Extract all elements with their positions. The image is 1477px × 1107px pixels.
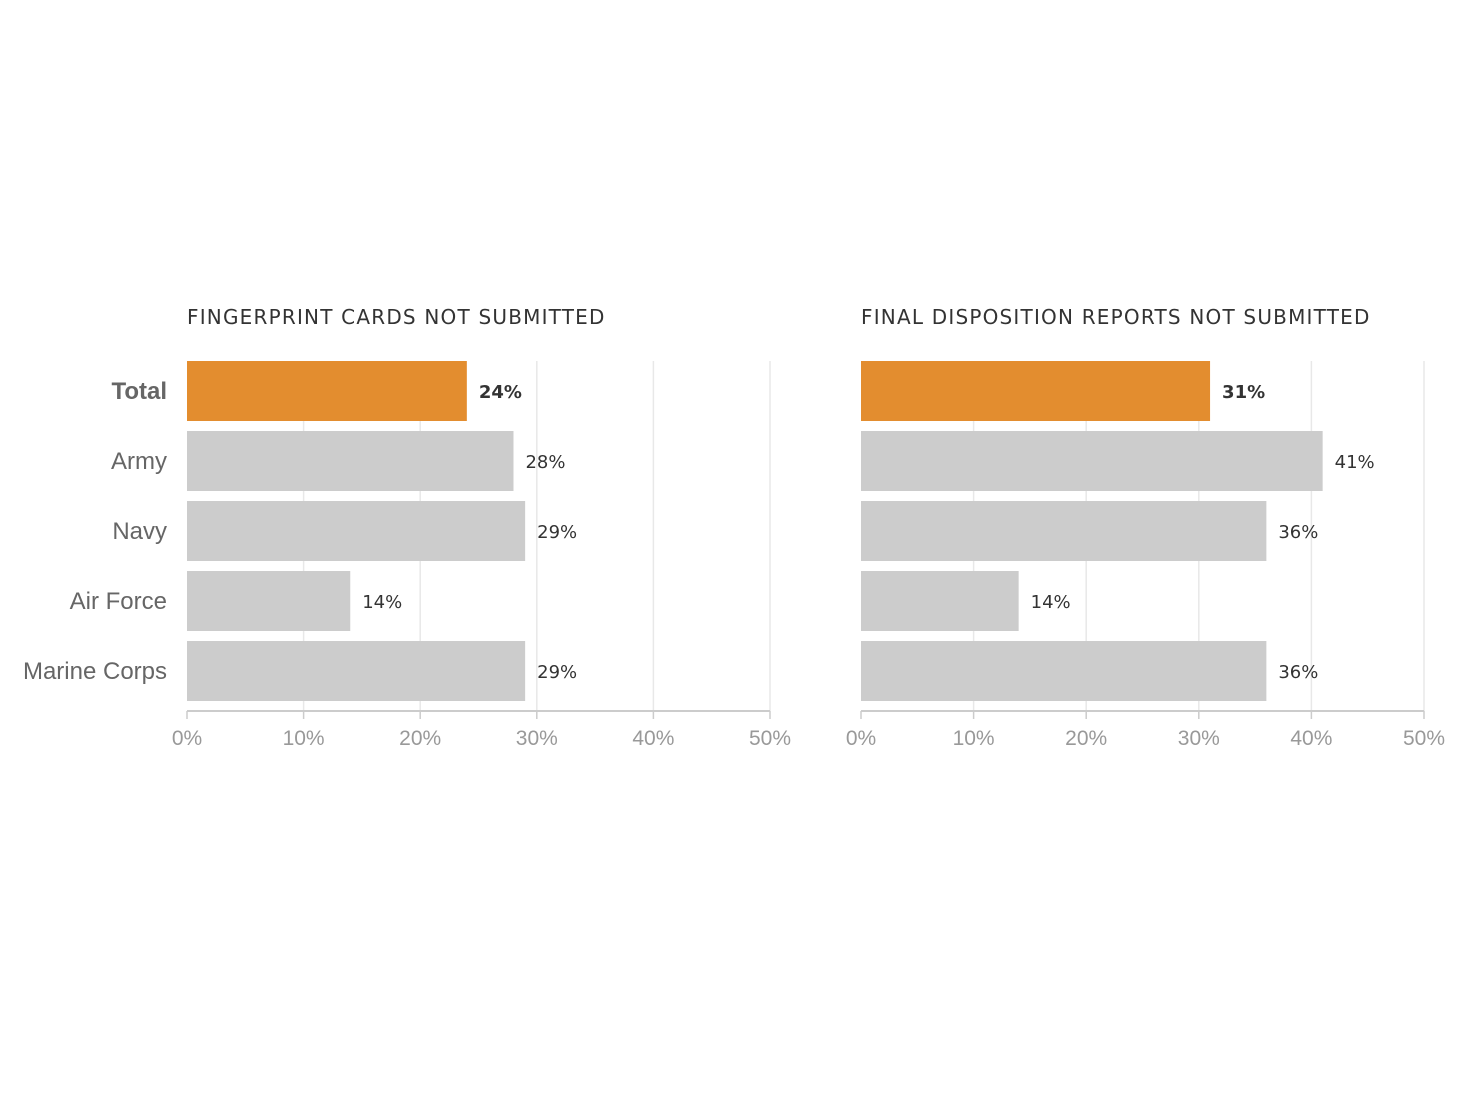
data-label: 29%: [537, 522, 577, 543]
bar-army: [187, 431, 514, 491]
x-tick-label: 0%: [846, 727, 876, 750]
data-label: 29%: [537, 662, 577, 683]
bar-air-force: [187, 571, 351, 631]
x-tick-label: 40%: [1290, 727, 1332, 750]
data-label: 36%: [1278, 522, 1318, 543]
x-tick-label: 40%: [632, 727, 674, 750]
bar-navy: [861, 501, 1267, 561]
chart-title: FINAL DISPOSITION REPORTS NOT SUBMITTED: [861, 305, 1371, 329]
data-label: 31%: [1222, 382, 1265, 403]
chart-panel-fingerprint-cards: FINGERPRINT CARDS NOT SUBMITTED 24% Total 2…: [23, 305, 791, 750]
data-label: 14%: [362, 592, 402, 613]
data-label: 36%: [1278, 662, 1318, 683]
category-label: Total: [111, 378, 167, 405]
x-tick-label: 30%: [1178, 727, 1220, 750]
data-label: 14%: [1031, 592, 1071, 613]
bar-total: [861, 361, 1211, 421]
x-tick-label: 30%: [516, 727, 558, 750]
bar-marine-corps: [187, 641, 526, 701]
category-label: Air Force: [70, 588, 167, 615]
x-tick-label: 10%: [283, 727, 325, 750]
bar-navy: [187, 501, 526, 561]
category-label: Marine Corps: [23, 658, 167, 685]
data-label: 28%: [525, 452, 565, 473]
chart-title: FINGERPRINT CARDS NOT SUBMITTED: [187, 305, 606, 329]
x-tick-label: 0%: [172, 727, 202, 750]
bar-total: [187, 361, 467, 421]
data-label: 41%: [1335, 452, 1375, 473]
x-tick-label: 20%: [1065, 727, 1107, 750]
x-tick-label: 50%: [1403, 727, 1445, 750]
category-label: Navy: [112, 518, 167, 545]
bar-army: [861, 431, 1323, 491]
category-label: Army: [111, 448, 167, 475]
x-tick-label: 50%: [749, 727, 791, 750]
chart-panel-final-disposition-reports: FINAL DISPOSITION REPORTS NOT SUBMITTED 3…: [846, 305, 1445, 750]
x-tick-label: 10%: [953, 727, 995, 750]
bar-marine-corps: [861, 641, 1267, 701]
bar-air-force: [861, 571, 1019, 631]
x-tick-label: 20%: [399, 727, 441, 750]
data-label: 24%: [479, 382, 522, 403]
